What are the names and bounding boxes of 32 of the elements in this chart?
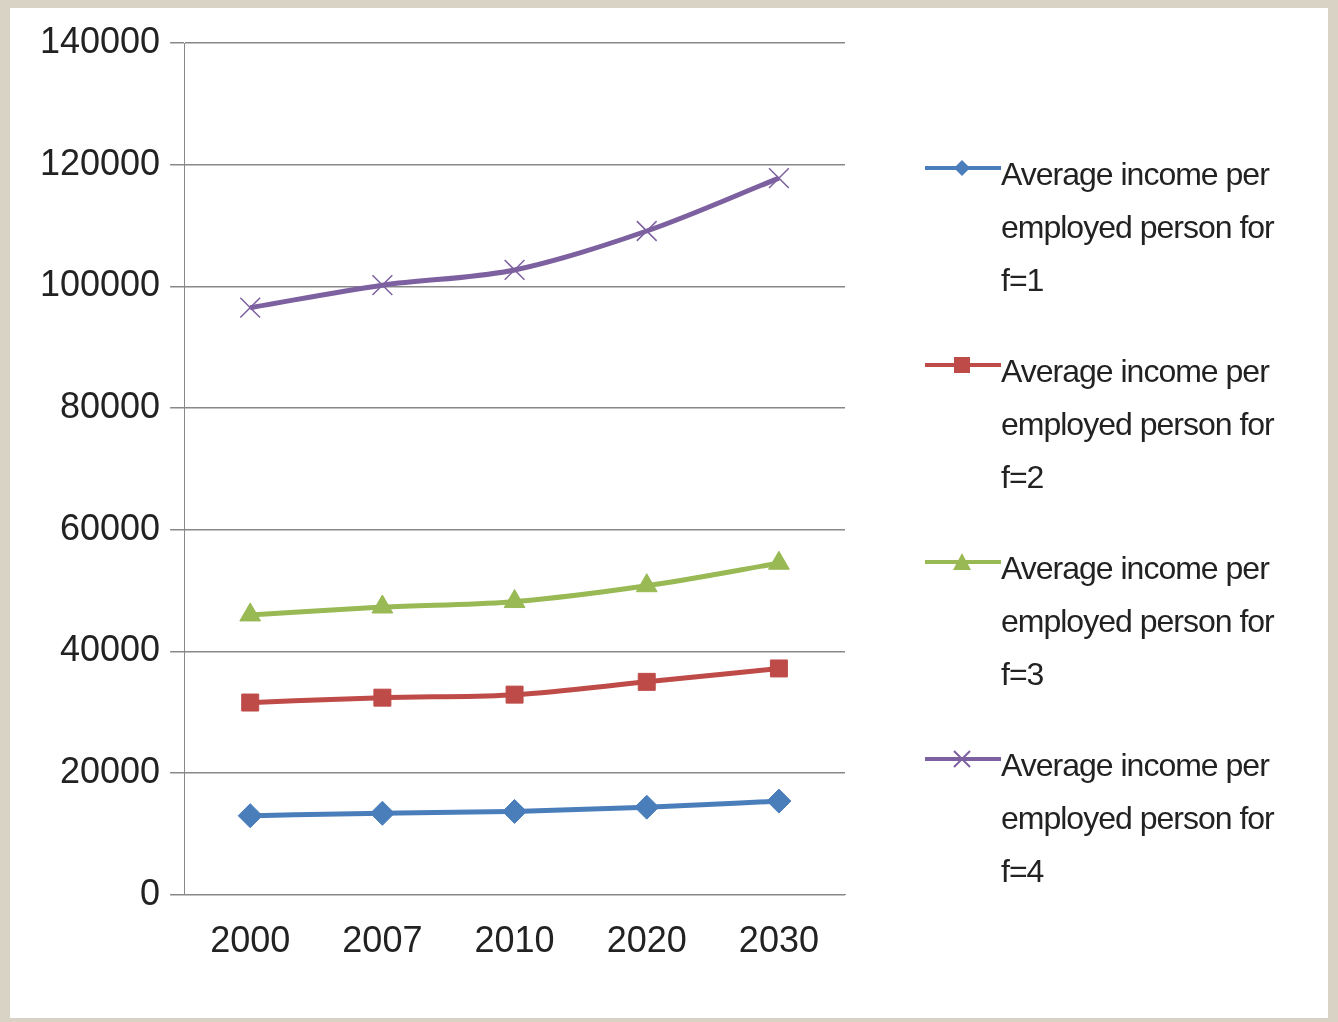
point xyxy=(769,659,788,678)
x-tick-label: 2020 xyxy=(606,919,687,961)
x-tick-label: 2030 xyxy=(738,919,819,961)
y-tick-label: 120000 xyxy=(39,141,161,183)
point xyxy=(634,794,660,820)
point xyxy=(766,788,792,814)
x-tick-label: 2000 xyxy=(210,919,291,961)
point xyxy=(239,297,261,319)
y-tick-label: 140000 xyxy=(39,19,161,61)
legend-label: Average income per employed person for f=3 xyxy=(1001,549,1275,694)
legend-label: Average income per employed person for f=1 xyxy=(1001,155,1275,300)
point xyxy=(237,803,263,829)
y-tick-label: 80000 xyxy=(60,384,161,426)
y-tick-label: 0 xyxy=(140,871,161,913)
point xyxy=(241,693,260,712)
legend-label: Average income per employed person for f=4 xyxy=(1001,746,1275,891)
point xyxy=(637,672,656,691)
point xyxy=(636,220,658,242)
y-tick-label: 20000 xyxy=(60,750,161,792)
point xyxy=(503,259,526,281)
point xyxy=(768,167,790,189)
y-tick-label: 100000 xyxy=(39,263,161,305)
y-tick-label: 40000 xyxy=(60,628,161,670)
point xyxy=(373,688,392,707)
x-tick-label: 2007 xyxy=(342,919,423,961)
point xyxy=(371,274,394,296)
legend-label: Average income per employed person for f=2 xyxy=(1001,352,1275,497)
point xyxy=(369,800,395,826)
point xyxy=(505,685,524,704)
point xyxy=(502,798,528,824)
x-tick-label: 2010 xyxy=(474,919,555,961)
y-tick-label: 60000 xyxy=(60,506,161,548)
